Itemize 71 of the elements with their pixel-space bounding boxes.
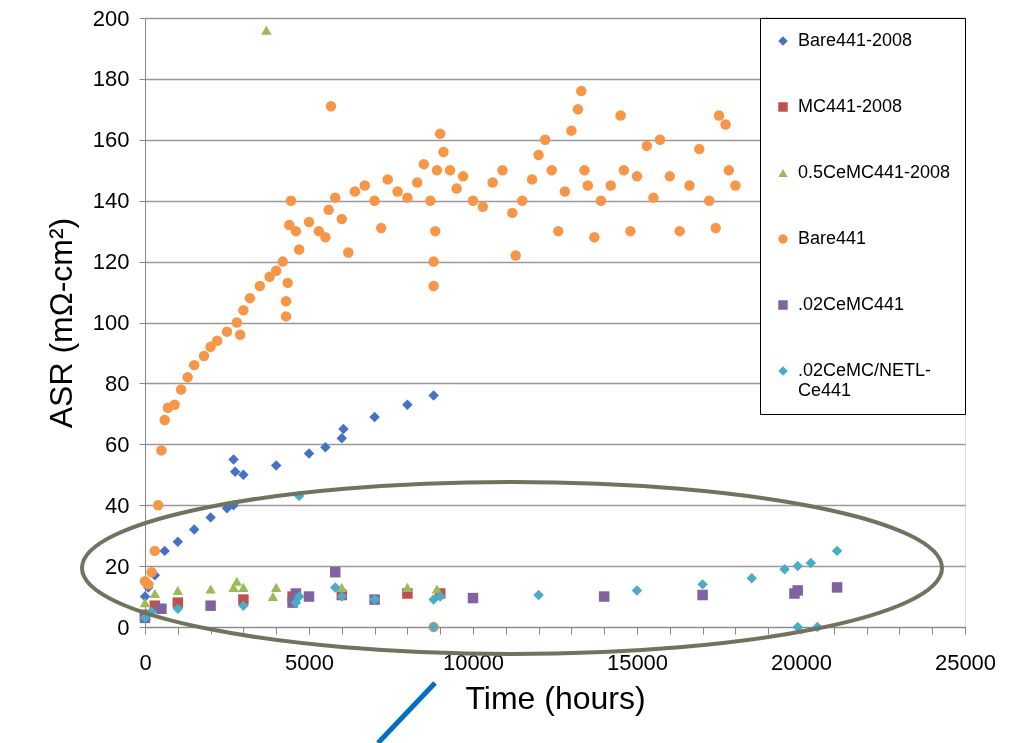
point — [205, 584, 216, 594]
y-tick-label: 100 — [92, 310, 130, 335]
point — [336, 582, 348, 592]
legend-label: Bare441 — [798, 228, 867, 248]
point — [188, 524, 200, 535]
x-tick-label: 5000 — [285, 649, 334, 675]
point — [697, 589, 708, 601]
y-tick-label: 120 — [92, 249, 130, 275]
point — [159, 545, 170, 557]
point — [402, 582, 413, 592]
legend-label: Bare441-2008 — [798, 30, 913, 50]
point — [156, 603, 167, 614]
point — [149, 588, 161, 599]
y-tick-label: 180 — [92, 66, 130, 92]
y-tick-label: 40 — [105, 492, 130, 518]
point — [338, 423, 349, 435]
point — [533, 589, 544, 601]
y-tick-label: 140 — [92, 188, 130, 214]
x-tick-label: 15000 — [606, 649, 669, 675]
legend-label: MC441-2008 — [798, 96, 903, 116]
point — [428, 390, 439, 401]
point — [231, 576, 243, 586]
point — [330, 582, 341, 593]
point — [402, 399, 413, 410]
x-tick-label: 25000 — [934, 649, 997, 675]
point — [267, 592, 279, 602]
y-tick-label: 0 — [117, 614, 130, 640]
point — [598, 591, 610, 602]
x-tick-label: 10000 — [442, 649, 505, 675]
point — [205, 512, 216, 523]
point — [330, 566, 341, 578]
point — [320, 442, 331, 453]
point — [792, 560, 803, 572]
legend-label: .02CeMC/NETL-Ce441 — [798, 360, 932, 400]
point — [172, 585, 184, 595]
point — [831, 545, 843, 557]
point — [172, 536, 184, 547]
point — [303, 591, 315, 602]
y-tick-label: 60 — [105, 431, 130, 457]
point — [238, 600, 249, 611]
point — [303, 448, 315, 459]
point — [831, 582, 843, 593]
y-tick-label: 80 — [105, 370, 130, 396]
y-tick-label: 160 — [92, 127, 130, 153]
point — [172, 603, 184, 614]
y-axis-title: ASR (mΩ-cm²) — [42, 217, 79, 429]
x-axis-title: Time (hours) — [465, 679, 646, 716]
point — [467, 592, 479, 604]
point — [238, 582, 249, 592]
point — [336, 432, 348, 444]
point — [228, 454, 239, 465]
point — [139, 598, 151, 608]
point — [805, 557, 817, 569]
point — [238, 469, 249, 480]
legend-label: 0.5CeMC441-2008 — [798, 162, 951, 182]
point — [697, 579, 708, 590]
x-tick-label: 0 — [139, 649, 152, 675]
point — [369, 411, 380, 423]
y-tick-label: 200 — [92, 5, 130, 31]
point — [261, 25, 272, 35]
x-tick-label: 20000 — [770, 649, 833, 675]
point — [746, 573, 758, 584]
point — [205, 600, 216, 611]
point — [270, 582, 282, 592]
point — [631, 585, 643, 596]
point — [779, 563, 790, 575]
legend-label: .02CeMC441 — [798, 294, 905, 314]
point — [428, 594, 439, 605]
y-tick-label: 20 — [105, 553, 130, 579]
point — [229, 466, 241, 477]
point — [270, 460, 282, 471]
